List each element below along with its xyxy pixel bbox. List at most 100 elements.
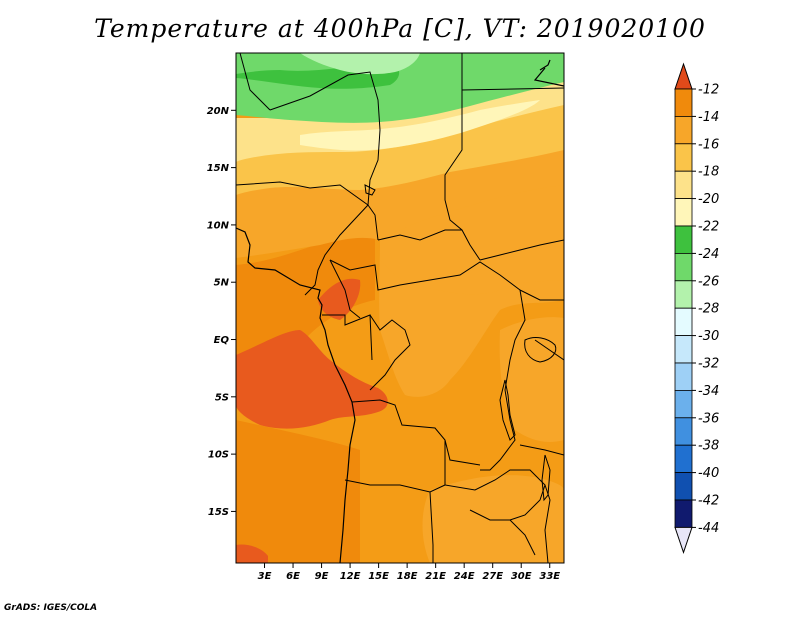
colorbar-swatch	[674, 170, 693, 199]
colorbar-upper-arrow	[674, 62, 693, 90]
lat-tick-label: 10N	[207, 220, 230, 231]
colorbar-swatch	[674, 143, 693, 172]
lon-tick-label: 9E	[315, 571, 329, 582]
lake-victoria	[524, 337, 557, 363]
colorbar-label: -38	[698, 439, 719, 454]
border-angola-drc	[351, 399, 481, 466]
colorbar-label: -12	[698, 83, 719, 98]
border-botswana-zimbabwe	[469, 509, 536, 556]
coastline	[236, 59, 564, 563]
colorbar-label: -32	[698, 357, 719, 372]
lake-chad	[364, 184, 376, 196]
border-chad-niger	[367, 129, 381, 241]
colorbar-label: -34	[698, 384, 719, 399]
colorbar-label: -22	[698, 220, 719, 235]
border-nigeria-niger	[236, 181, 369, 206]
colorbar-swatch	[674, 417, 693, 446]
colorbar-label: -36	[698, 411, 719, 426]
field-band-sahel-core	[300, 100, 540, 151]
border-gabon	[322, 314, 373, 361]
colorbar-swatch	[674, 499, 693, 528]
border-mozambique	[544, 484, 551, 563]
border-libya-algeria	[239, 53, 271, 111]
lon-tick-label: 6E	[286, 571, 300, 582]
colorbar-label: -16	[698, 137, 719, 152]
colorbar-swatch	[674, 444, 693, 474]
coast-red-sea	[539, 59, 551, 71]
border-chad-car	[377, 229, 462, 241]
colorbar-label: -26	[698, 274, 719, 289]
border-egypt-sudan	[461, 87, 564, 91]
lat-tick-label: 20N	[207, 106, 230, 117]
lat-tick-label: 15S	[208, 507, 229, 518]
border-drc-east	[480, 289, 526, 471]
lon-tick-label: 3E	[258, 571, 272, 582]
border-sudan-ssudan	[479, 239, 564, 261]
colorbar-label: -42	[698, 494, 719, 509]
colorbar-swatch	[674, 252, 693, 282]
map-frame	[235, 52, 565, 564]
colorbar-swatch	[674, 225, 693, 254]
field-band-southeast	[422, 475, 564, 563]
field-hotspot-southwest	[236, 544, 268, 563]
colorbar-swatch	[674, 280, 693, 309]
colorbar-swatch	[674, 116, 693, 145]
lat-tick-label: 5N	[214, 278, 230, 289]
lon-tick-label: 15E	[368, 571, 389, 582]
border-tanzania-south	[519, 444, 564, 456]
colorbar-label: -40	[698, 466, 719, 481]
border-cameroon-east	[329, 259, 361, 319]
country-borders	[236, 53, 564, 563]
longitude-axis: 3E 6E 9E 12E 15E 18E 21E 24E 27E 30E 33E	[258, 563, 560, 582]
lon-tick-label: 24E	[454, 571, 475, 582]
colorbar-label: -20	[698, 192, 719, 207]
lon-tick-label: 33E	[539, 571, 560, 582]
colorbar-label: -24	[698, 247, 719, 262]
field-band-south	[236, 420, 360, 563]
colorbar-swatch	[674, 307, 693, 337]
field-band-sudan	[380, 185, 564, 295]
map-title: Temperature at 400hPa [C], VT: 201902010…	[94, 14, 706, 43]
colorbar-lower-arrow	[674, 526, 693, 554]
colorbar: -12 -14 -16 -18 -20 -22 -24 -26 -28 -30 -32 -34 -36 -…	[674, 62, 719, 554]
colorbar-label: -44	[698, 521, 719, 536]
temperature-field	[236, 53, 564, 563]
field-band-north-light	[300, 53, 420, 75]
credit-label: GrADS: IGES/COLA	[4, 603, 98, 613]
colorbar-label: -28	[698, 302, 719, 317]
lon-tick-label: 27E	[482, 571, 503, 582]
lat-tick-label: 15N	[207, 163, 230, 174]
field-hotspot-atlantic	[236, 330, 388, 429]
colorbar-swatch	[674, 88, 693, 117]
lon-tick-label: 21E	[425, 571, 446, 582]
colorbar-label: -30	[698, 329, 719, 344]
lon-tick-label: 12E	[340, 571, 361, 582]
lon-tick-label: 30E	[511, 571, 532, 582]
colorbar-swatch	[674, 389, 693, 419]
border-zambia	[444, 440, 546, 521]
colorbar-label: -14	[698, 110, 719, 125]
border-namibia-botswana	[429, 491, 434, 563]
lake-tanganyika	[499, 379, 516, 441]
border-niger-libya	[269, 71, 381, 131]
coast-east-africa	[533, 67, 564, 87]
lat-tick-label: 10S	[208, 450, 229, 461]
lat-tick-label: EQ	[214, 335, 230, 346]
coast-west-africa	[236, 227, 356, 563]
colorbar-label: -18	[698, 165, 719, 180]
latitude-axis: 20N 15N 10N 5N EQ 5S 10S 15S	[207, 106, 236, 518]
border-uganda-kenya	[519, 289, 564, 301]
colorbar-swatch	[674, 472, 693, 501]
border-congo-drc	[369, 314, 411, 391]
lat-tick-label: 5S	[215, 392, 229, 403]
colorbar-swatch	[674, 335, 693, 364]
lake-malawi	[541, 454, 551, 502]
border-nigeria-cameroon	[304, 204, 369, 296]
border-chad-sudan	[444, 115, 481, 261]
border-kenya-tanzania	[534, 339, 564, 361]
border-namibia-angola	[344, 479, 446, 493]
colorbar-swatch	[674, 362, 693, 391]
border-car-south	[329, 259, 521, 291]
colorbar-swatch	[674, 198, 693, 227]
